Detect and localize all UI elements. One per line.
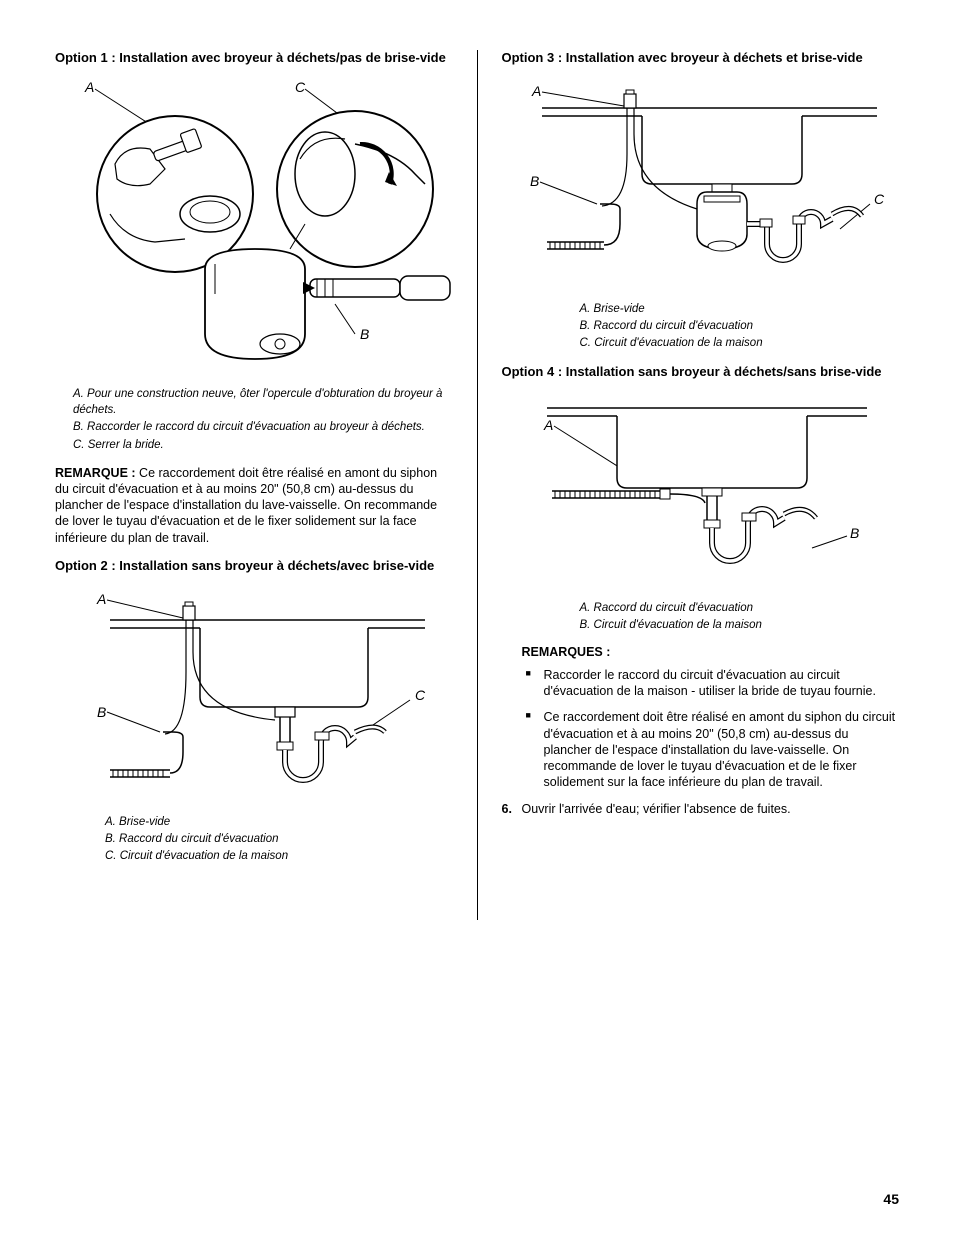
left-column: Option 1 : Installation avec broyeur à d…: [55, 50, 453, 920]
remarques-item: Raccorder le raccord du circuit d'évacua…: [526, 667, 900, 700]
legend-item: A. Brise-vide: [105, 814, 453, 830]
option3-legend: A. Brise-vide B. Raccord du circuit d'év…: [580, 301, 900, 351]
legend-item: C. Circuit d'évacuation de la maison: [105, 848, 453, 864]
step-text: Ouvrir l'arrivée d'eau; vérifier l'absen…: [522, 801, 791, 817]
page-number: 45: [883, 1191, 899, 1207]
legend-item: A. Brise-vide: [580, 301, 900, 317]
right-column: Option 3 : Installation avec broyeur à d…: [502, 50, 900, 920]
remarque-label: REMARQUE :: [55, 466, 136, 480]
legend-item: A. Raccord du circuit d'évacuation: [580, 600, 900, 616]
option3-heading: Option 3 : Installation avec broyeur à d…: [502, 50, 900, 66]
option1-figure: A C B: [55, 74, 453, 374]
option4-heading: Option 4 : Installation sans broyeur à d…: [502, 364, 900, 380]
remarques-heading: REMARQUES :: [522, 645, 900, 659]
legend-item: B. Raccord du circuit d'évacuation: [105, 831, 453, 847]
fig1-label-b: B: [360, 326, 369, 342]
remarques-item: Ce raccordement doit être réalisé en amo…: [526, 709, 900, 790]
svg-text:A: A: [543, 417, 553, 433]
svg-text:B: B: [850, 525, 859, 541]
option3-figure: A B C: [502, 74, 900, 289]
legend-item: C. Serrer la bride.: [73, 437, 453, 453]
option2-legend: A. Brise-vide B. Raccord du circuit d'év…: [105, 814, 453, 864]
svg-text:B: B: [530, 173, 539, 189]
legend-item: A. Pour une construction neuve, ôter l'o…: [73, 386, 453, 418]
remarque-paragraph: REMARQUE : Ce raccordement doit être réa…: [55, 465, 453, 546]
option1-heading: Option 1 : Installation avec broyeur à d…: [55, 50, 453, 66]
remarques-list: Raccorder le raccord du circuit d'évacua…: [526, 667, 900, 791]
option1-legend: A. Pour une construction neuve, ôter l'o…: [73, 386, 453, 452]
option4-legend: A. Raccord du circuit d'évacuation B. Ci…: [580, 600, 900, 633]
option2-heading: Option 2 : Installation sans broyeur à d…: [55, 558, 453, 574]
legend-item: B. Circuit d'évacuation de la maison: [580, 617, 900, 633]
svg-text:A: A: [96, 591, 106, 607]
legend-item: B. Raccorder le raccord du circuit d'éva…: [73, 419, 453, 435]
fig1-label-c: C: [295, 79, 306, 95]
legend-item: C. Circuit d'évacuation de la maison: [580, 335, 900, 351]
legend-item: B. Raccord du circuit d'évacuation: [580, 318, 900, 334]
option4-figure: A B: [502, 388, 900, 588]
option2-figure: A B C: [55, 582, 453, 802]
fig1-label-a: A: [84, 79, 94, 95]
svg-text:C: C: [415, 687, 426, 703]
svg-text:C: C: [874, 191, 885, 207]
svg-text:B: B: [97, 704, 106, 720]
step-6: 6. Ouvrir l'arrivée d'eau; vérifier l'ab…: [502, 801, 900, 817]
step-number: 6.: [502, 801, 522, 817]
svg-text:A: A: [531, 83, 541, 99]
column-divider: [477, 50, 478, 920]
